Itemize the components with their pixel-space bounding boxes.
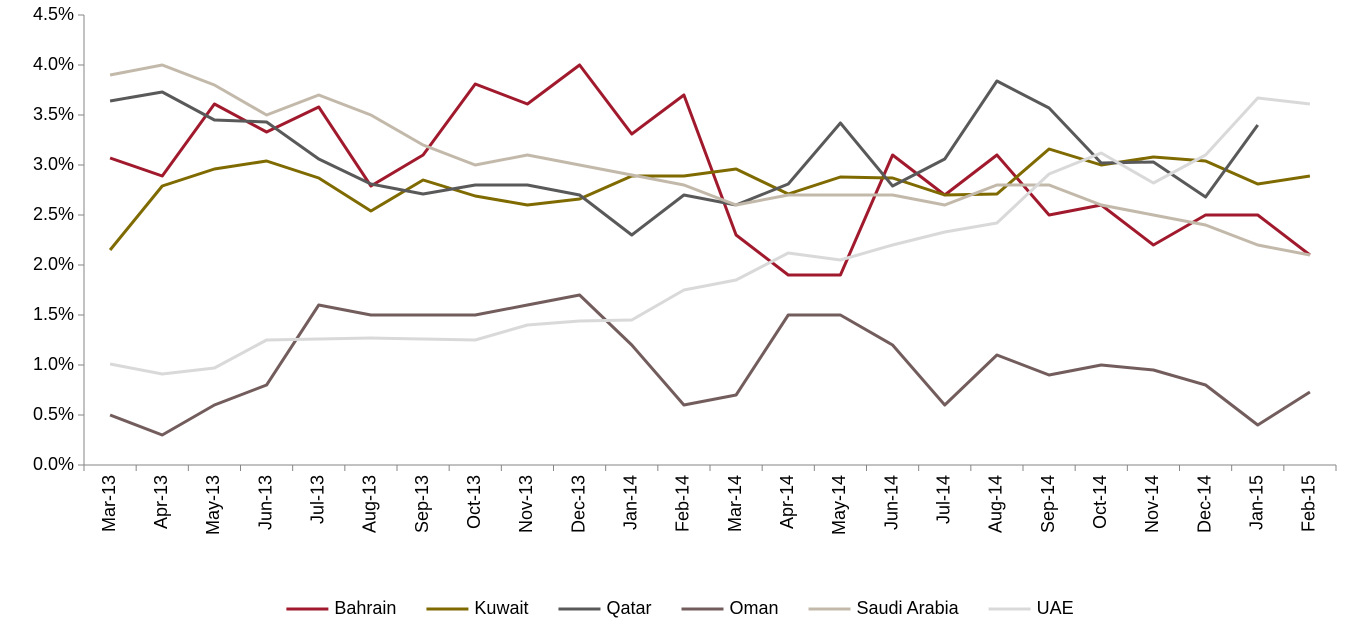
series-line (109, 79, 1259, 237)
series-line (109, 63, 1311, 277)
x-tick-label: Feb-15 (1299, 475, 1319, 532)
x-tick-label: Nov-14 (1142, 475, 1162, 533)
x-tick-label: Sep-14 (1038, 475, 1058, 533)
y-tick-label: 0.5% (33, 404, 74, 424)
x-tick-label: Apr-13 (151, 475, 171, 529)
x-tick-label: Jan-15 (1247, 475, 1267, 530)
legend-label: UAE (1037, 598, 1074, 618)
y-tick-label: 1.0% (33, 354, 74, 374)
x-tick-label: Sep-13 (412, 475, 432, 533)
series-line (109, 293, 1311, 437)
x-tick-label: Jul-13 (308, 475, 328, 524)
y-tick-label: 2.5% (33, 204, 74, 224)
x-tick-label: Oct-14 (1090, 475, 1110, 529)
legend-label: Oman (729, 598, 778, 618)
legend-label: Qatar (606, 598, 651, 618)
series-line (109, 63, 1311, 257)
y-tick-label: 0.0% (33, 454, 74, 474)
x-tick-label: Oct-13 (464, 475, 484, 529)
x-tick-label: Mar-14 (725, 475, 745, 532)
x-tick-label: Jun-13 (255, 475, 275, 530)
x-tick-label: Aug-14 (986, 475, 1006, 533)
y-tick-label: 2.0% (33, 254, 74, 274)
x-tick-label: Dec-13 (568, 475, 588, 533)
y-tick-label: 4.0% (33, 54, 74, 74)
x-tick-label: Aug-13 (360, 475, 380, 533)
y-tick-label: 1.5% (33, 304, 74, 324)
y-tick-label: 3.0% (33, 154, 74, 174)
series-line (109, 96, 1311, 376)
y-tick-label: 3.5% (33, 104, 74, 124)
legend-label: Bahrain (334, 598, 396, 618)
legend-label: Saudi Arabia (857, 598, 960, 618)
legend: Bahrain Kuwait Qatar Oman Saudi Arabia UAE (286, 598, 1074, 618)
x-tick-label: Jul-14 (934, 475, 954, 524)
x-tick-label: Jan-14 (621, 475, 641, 530)
x-tick-label: Jun-14 (881, 475, 901, 530)
x-tick-label: Feb-14 (673, 475, 693, 532)
x-tick-label: Mar-13 (99, 475, 119, 532)
x-tick-label: May-14 (829, 475, 849, 535)
legend-label: Kuwait (474, 598, 528, 618)
x-tick-label: May-13 (203, 475, 223, 535)
x-tick-label: Apr-14 (777, 475, 797, 529)
x-tick-label: Dec-14 (1194, 475, 1214, 533)
x-tick-label: Nov-13 (516, 475, 536, 533)
y-tick-label: 4.5% (33, 4, 74, 24)
